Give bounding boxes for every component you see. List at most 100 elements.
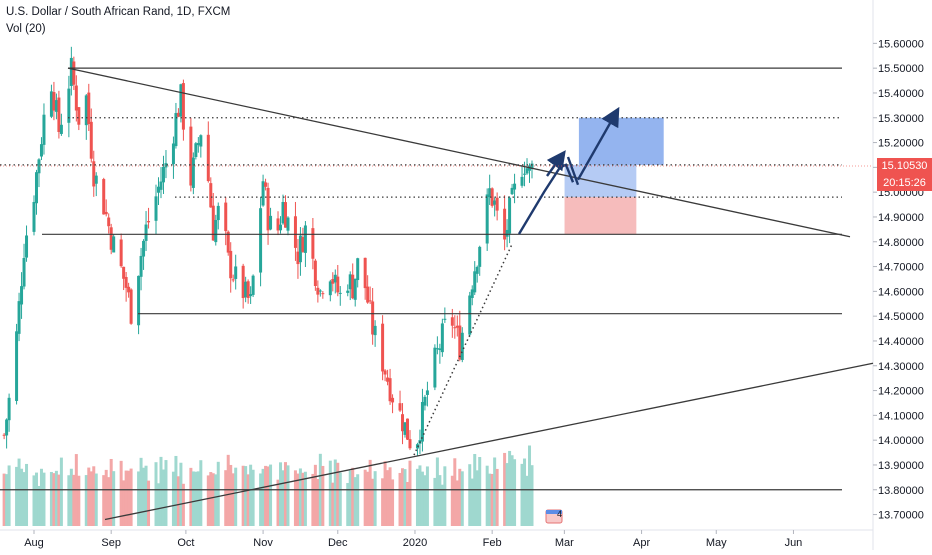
candle: [181, 79, 185, 141]
candle: [266, 182, 270, 245]
volume-bar: [129, 468, 133, 526]
candle-body: [386, 377, 390, 382]
candle-body: [391, 397, 395, 403]
candle: [20, 272, 24, 319]
candle: [77, 107, 81, 131]
volume-bar: [401, 468, 405, 526]
candle: [57, 90, 61, 139]
candle-body: [57, 97, 61, 132]
volume-bar: [490, 473, 494, 526]
volume-bar: [34, 472, 38, 526]
candle-body: [214, 219, 218, 243]
volume-bar: [266, 466, 270, 526]
volume-bar: [293, 470, 297, 526]
volume-bar: [478, 457, 482, 526]
candle: [401, 403, 405, 445]
volume-bar: [84, 475, 88, 526]
candle-body: [15, 331, 19, 401]
candle-body: [269, 215, 273, 230]
candle: [443, 307, 447, 323]
candle: [5, 418, 9, 449]
candle: [460, 327, 464, 363]
volume-bar: [331, 482, 335, 526]
candle: [25, 225, 29, 262]
volume-bar: [433, 477, 437, 526]
volume-bar: [423, 475, 427, 526]
candle: [493, 197, 497, 217]
candle: [279, 216, 283, 234]
volume-indicator-label[interactable]: Vol (20): [6, 23, 46, 35]
candle-body: [54, 100, 58, 112]
volume-bar: [450, 475, 454, 526]
candle-body: [157, 186, 160, 193]
y-tick-label: 14.50000: [878, 311, 924, 323]
candle-body: [94, 175, 98, 184]
candle: [7, 393, 11, 432]
candle: [231, 274, 235, 283]
candle: [251, 274, 255, 298]
candle: [224, 196, 228, 246]
volume-bar: [57, 474, 61, 526]
candle: [321, 290, 325, 299]
candle-body: [142, 240, 146, 257]
candle: [196, 137, 200, 153]
candle: [383, 369, 387, 382]
candle-body: [124, 277, 128, 288]
candle: [104, 199, 108, 217]
candle-body: [363, 257, 367, 289]
volume-bar: [368, 459, 372, 526]
volume-bar: [32, 475, 36, 526]
candle-body: [351, 274, 355, 299]
candle: [157, 177, 160, 206]
candle: [311, 217, 315, 270]
x-tick-label: Oct: [177, 537, 194, 549]
symbol-title[interactable]: U.S. Dollar / South African Rand, 1D, FX…: [6, 6, 231, 18]
x-tick-label: Feb: [483, 537, 502, 549]
candle-body: [333, 274, 337, 283]
candle-body: [244, 281, 248, 298]
candle-body: [74, 85, 78, 111]
volume-bar: [455, 480, 459, 526]
projection-arrow-target: [576, 106, 620, 181]
candle-body: [318, 290, 322, 292]
candle: [171, 136, 175, 179]
candle-body: [475, 266, 479, 274]
volume-bar: [438, 475, 442, 526]
candle-body: [251, 275, 255, 295]
candle: [283, 195, 287, 228]
y-tick-label: 14.70000: [878, 262, 924, 274]
candle-body: [84, 95, 88, 126]
volume-bar: [388, 467, 392, 526]
candle-body: [176, 112, 180, 117]
candle: [147, 207, 151, 229]
volume-bar: [301, 472, 305, 526]
candle: [473, 261, 477, 295]
volume-bar: [161, 469, 165, 526]
volume-bar: [87, 467, 91, 526]
candle-body: [423, 396, 427, 406]
candle: [453, 315, 457, 339]
candle-body: [316, 287, 320, 295]
candle-body: [109, 227, 113, 250]
candle-body: [510, 187, 514, 195]
candle: [206, 121, 210, 183]
candle: [523, 161, 527, 187]
candle: [488, 174, 492, 205]
candle: [475, 265, 479, 283]
volume-bar: [348, 470, 352, 526]
candle-body: [5, 419, 9, 436]
volume-bar: [281, 470, 285, 526]
candle-body: [296, 251, 300, 265]
chart-header: U.S. Dollar / South African Rand, 1D, FX…: [6, 4, 230, 38]
candle: [191, 152, 195, 195]
candle-body: [403, 422, 407, 435]
candle-body: [25, 235, 29, 258]
candle: [244, 276, 248, 303]
candle: [22, 243, 26, 290]
candle: [398, 390, 402, 412]
candle-body: [311, 228, 315, 259]
candle: [513, 173, 517, 204]
candle-body: [32, 201, 36, 232]
